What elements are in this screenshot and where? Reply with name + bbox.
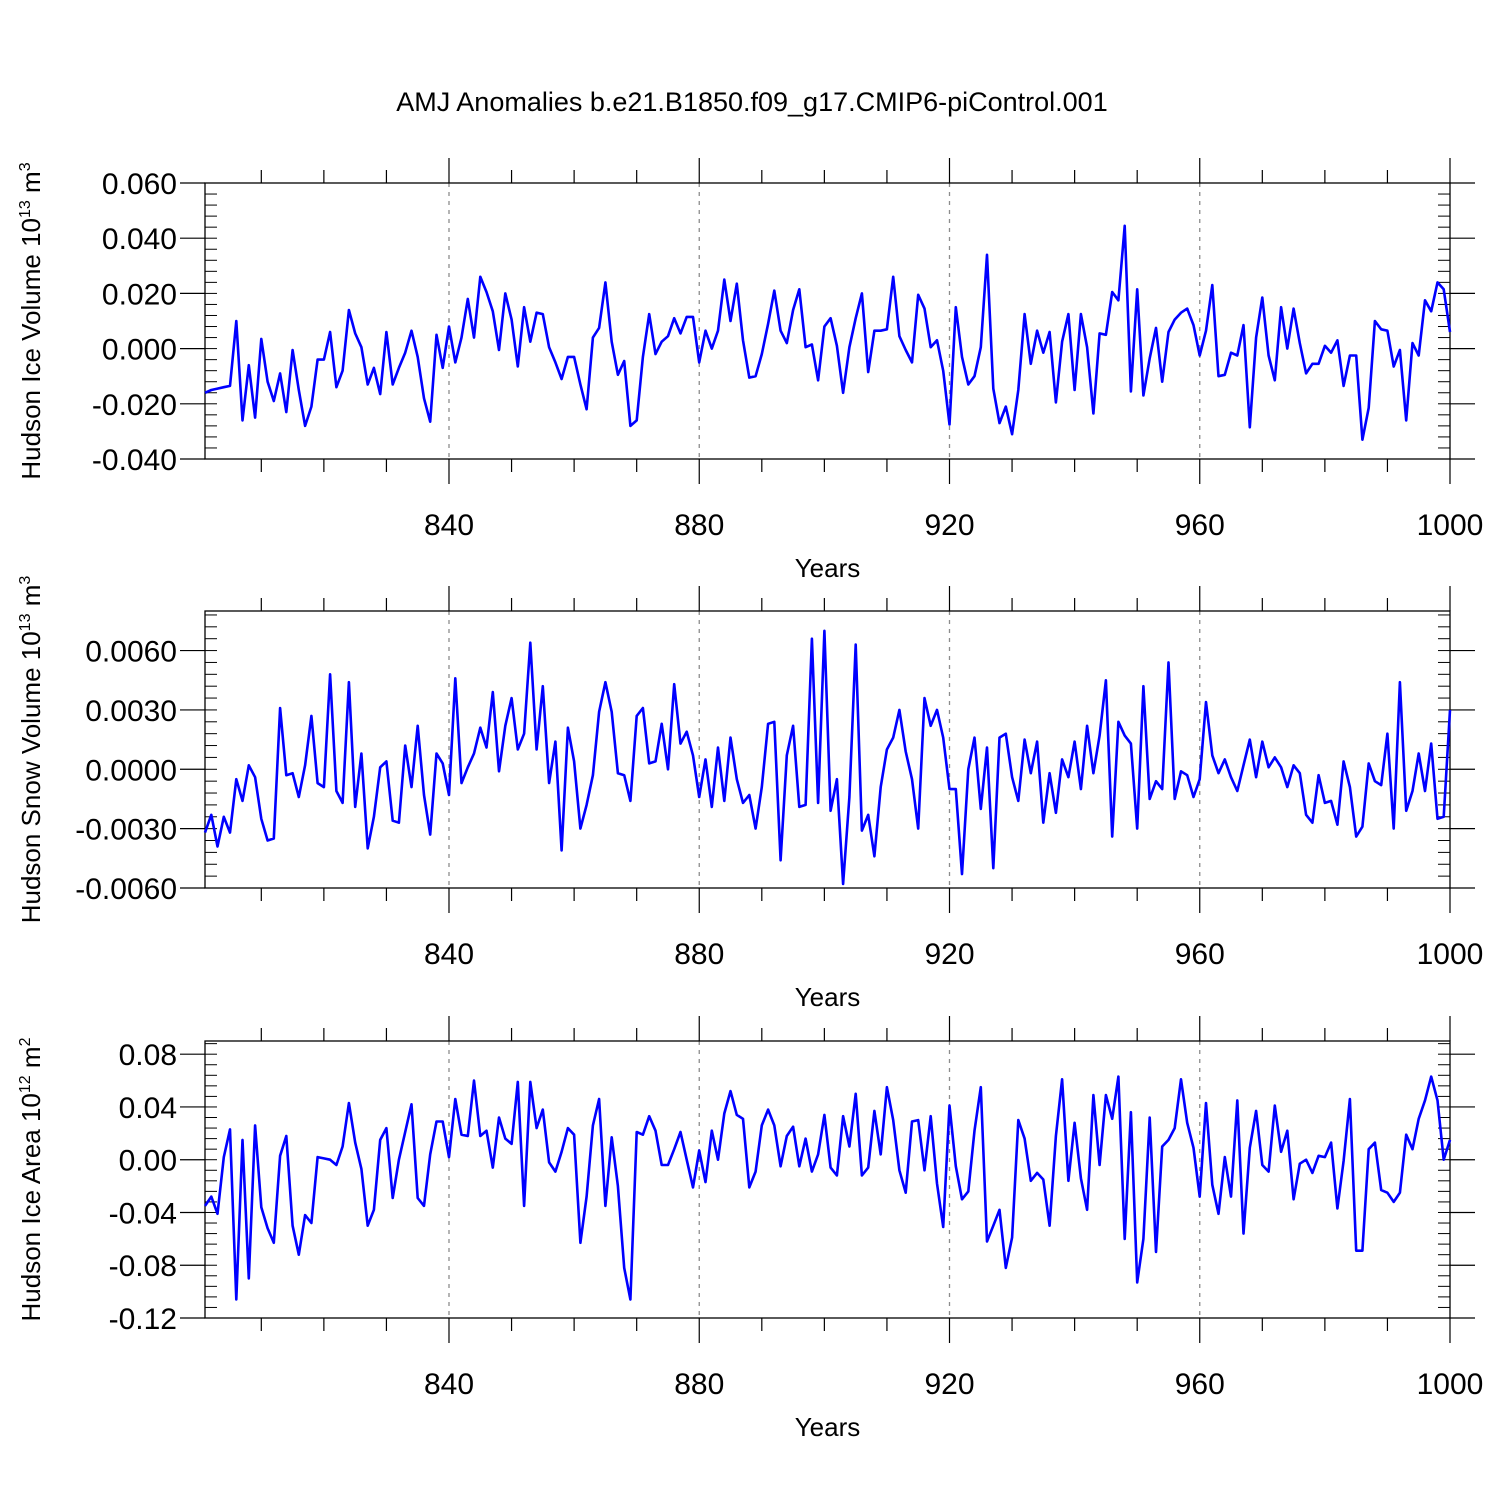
x-axis-label: Years — [795, 553, 861, 583]
y-tick-label: -0.0030 — [75, 814, 177, 847]
panel-1: 0.060 0.040 0.020 0.000 -0.020 -0.040 840 880 92… — [16, 158, 1483, 583]
panels: 0.060 0.040 0.020 0.000 -0.020 -0.040 840 880 92… — [16, 158, 1483, 1442]
x-tick-label: 840 — [424, 509, 474, 542]
y-tick-label: -0.08 — [109, 1250, 177, 1283]
x-tick-label: 1000 — [1417, 509, 1484, 542]
x-axis-label: Years — [795, 1412, 861, 1442]
x-tick-label: 1000 — [1417, 1368, 1484, 1401]
y-tick-label: -0.04 — [109, 1197, 177, 1230]
y-axis-label-ylabel-sup: 13 — [17, 200, 34, 218]
y-axis-label-ylabel: Hudson Ice Area 10 — [16, 1093, 46, 1321]
y-tick-label: 0.060 — [102, 168, 177, 201]
y-tick-label: 0.0060 — [85, 636, 177, 669]
y-axis-label: Hudson Snow Volume 1013 m3 — [16, 576, 46, 924]
series-line-1 — [203, 1075, 1452, 1301]
series-line-1 — [204, 224, 1452, 442]
y-tick-label: -0.020 — [92, 389, 177, 422]
x-tick-label: 920 — [924, 938, 974, 971]
x-tick-label: 960 — [1175, 1368, 1225, 1401]
y-tick-label: 0.0000 — [85, 754, 177, 787]
x-tick-label: 1000 — [1417, 938, 1484, 971]
y-axis-label-ylabel-unit: m — [16, 171, 46, 200]
x-tick-label: 840 — [424, 1368, 474, 1401]
y-axis-label-ylabel: Hudson Snow Volume 10 — [16, 631, 46, 923]
x-tick-label: 840 — [424, 938, 474, 971]
y-tick-label: -0.12 — [109, 1303, 177, 1336]
chart-title: AMJ Anomalies b.e21.B1850.f09_g17.CMIP6-… — [396, 87, 1107, 117]
y-axis-label-ylabel-unit-sup: 3 — [17, 162, 34, 171]
y-tick-label: 0.0030 — [85, 695, 177, 728]
y-tick-label: -0.040 — [92, 444, 177, 477]
y-axis-label-ylabel-sup: 12 — [17, 1075, 34, 1093]
x-tick-label: 960 — [1175, 509, 1225, 542]
x-tick-label: 880 — [674, 509, 724, 542]
plot-frame — [204, 1040, 1451, 1319]
x-axis-label: Years — [795, 982, 861, 1012]
y-axis-label: Hudson Ice Volume 1013 m3 — [16, 162, 46, 479]
y-tick-label: 0.000 — [102, 334, 177, 367]
x-tick-label: 920 — [924, 1368, 974, 1401]
y-axis-label-ylabel-sup: 13 — [17, 613, 34, 631]
x-tick-label: 880 — [674, 1368, 724, 1401]
y-tick-label: 0.04 — [119, 1092, 177, 1125]
y-tick-label: 0.020 — [102, 278, 177, 311]
y-axis-label-ylabel-unit: m — [16, 1046, 46, 1075]
y-axis-label-ylabel: Hudson Ice Volume 10 — [16, 218, 46, 480]
panel-3: 0.08 0.04 0.00 -0.04 -0.08 -0.12 840 880 920 960 1… — [16, 1016, 1483, 1442]
y-axis-label: Hudson Ice Area 1012 m2 — [16, 1037, 46, 1321]
x-tick-label: 920 — [924, 509, 974, 542]
series-line-1 — [203, 629, 1452, 886]
y-axis-label-ylabel-unit-sup: 3 — [17, 576, 34, 585]
y-axis-label-ylabel-unit: m — [16, 585, 46, 614]
y-axis-label-ylabel-unit-sup: 2 — [17, 1037, 34, 1046]
y-tick-label: -0.0060 — [75, 873, 177, 906]
plot-frame — [204, 182, 1451, 460]
y-tick-label: 0.00 — [119, 1145, 177, 1178]
y-tick-label: 0.08 — [119, 1039, 177, 1072]
y-tick-label: 0.040 — [102, 223, 177, 256]
x-tick-label: 960 — [1175, 938, 1225, 971]
x-tick-label: 880 — [674, 938, 724, 971]
panel-2: 0.0060 0.0030 0.0000 -0.0030 -0.0060 840 880 92… — [16, 576, 1483, 1012]
plot-frame — [204, 610, 1451, 889]
